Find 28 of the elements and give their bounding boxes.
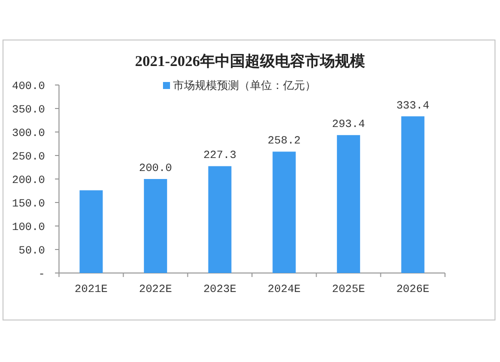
- bar: [272, 152, 296, 273]
- y-tick-label: 50.0: [18, 246, 45, 258]
- y-tick-label: 100.0: [12, 222, 45, 234]
- y-tick-label: 400.0: [12, 81, 45, 93]
- bar: [144, 179, 168, 273]
- data-label: 293.4: [332, 119, 366, 132]
- y-tick-label: 200.0: [12, 175, 45, 187]
- data-label: 227.3: [203, 150, 236, 162]
- y-tick-label: -: [38, 269, 45, 281]
- x-tick-label: 2021E: [74, 284, 108, 296]
- legend: 市场规模预测（单位：亿元）: [163, 80, 316, 92]
- bar: [80, 190, 103, 273]
- bar: [208, 166, 232, 273]
- x-tick-label: 2023E: [203, 284, 237, 296]
- y-tick-label: 300.0: [12, 128, 45, 140]
- x-tick-label: 2026E: [396, 284, 430, 296]
- x-tick-label: 2024E: [268, 284, 302, 296]
- y-tick-label: 250.0: [12, 152, 45, 164]
- data-label: 333.4: [396, 100, 430, 112]
- data-label: 200.0: [138, 163, 172, 175]
- chart-title: 2021-2026年中国超级电容市场规模: [135, 52, 366, 70]
- y-tick-label: 350.0: [12, 104, 45, 116]
- y-tick-label: 150.0: [12, 198, 45, 210]
- x-tick-label: 2025E: [332, 284, 366, 296]
- bar: [401, 116, 424, 273]
- bar: [336, 135, 360, 273]
- data-label: 258.2: [268, 136, 301, 148]
- x-tick-label: 2022E: [138, 284, 172, 296]
